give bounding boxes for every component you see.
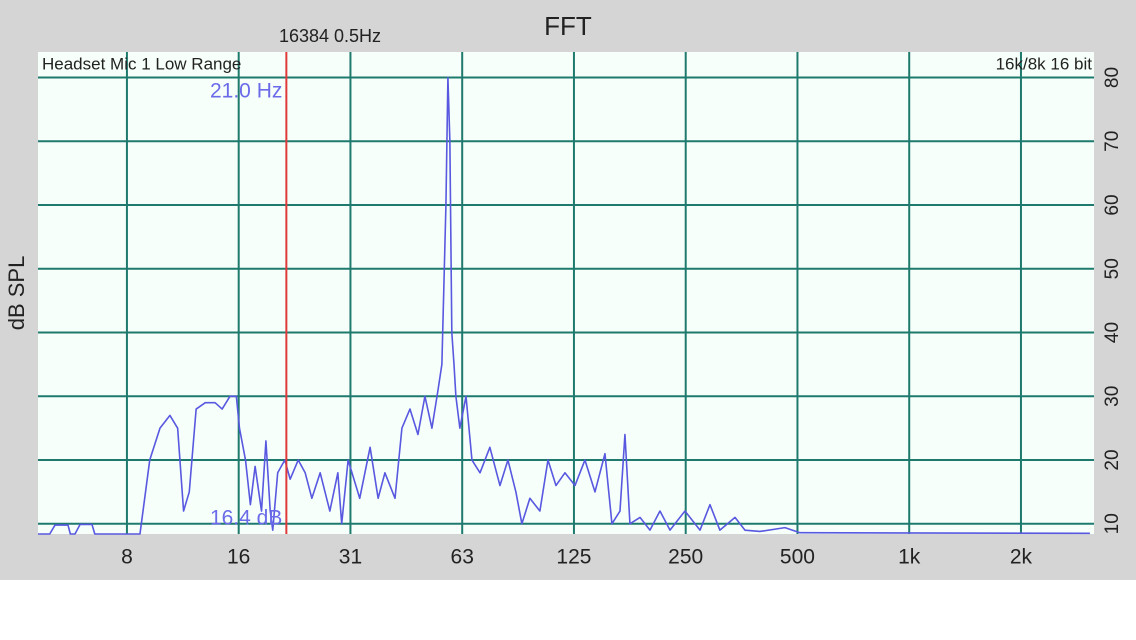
y-tick-label: 60 bbox=[1102, 194, 1123, 215]
chart-title: FFT bbox=[544, 11, 592, 41]
y-tick-label: 80 bbox=[1102, 67, 1123, 88]
x-tick-label: 63 bbox=[451, 546, 474, 569]
y-tick-label: 50 bbox=[1102, 258, 1123, 279]
cursor-level: 16.4 dB bbox=[210, 507, 282, 530]
x-tick-label: 8 bbox=[121, 546, 133, 569]
spectrum-line bbox=[38, 76, 1090, 535]
x-tick-label: 16 bbox=[227, 546, 250, 569]
fft-settings: 16384 0.5Hz bbox=[279, 26, 381, 46]
x-tick-label: 125 bbox=[556, 546, 591, 569]
marks: 21.0 Hz 16.4 dB bbox=[38, 52, 1090, 535]
y-tick-label: 40 bbox=[1102, 322, 1123, 343]
x-tick-label: 31 bbox=[339, 546, 362, 569]
y-tick-label: 70 bbox=[1102, 131, 1123, 152]
y-tick-label: 10 bbox=[1102, 513, 1123, 534]
x-tick-label: 250 bbox=[668, 546, 703, 569]
cursor-frequency: 21.0 Hz bbox=[210, 80, 282, 103]
source-label: Headset Mic 1 Low Range bbox=[42, 54, 241, 73]
y-tick-label: 30 bbox=[1102, 386, 1123, 407]
format-label: 16k/8k 16 bit bbox=[996, 54, 1093, 73]
x-tick-label: 500 bbox=[780, 546, 815, 569]
y-axis-label: dB SPL bbox=[4, 256, 29, 331]
grid bbox=[38, 52, 1094, 534]
y-tick-label: 20 bbox=[1102, 449, 1123, 470]
x-tick-label: 1k bbox=[898, 546, 921, 569]
x-tick-label: 2k bbox=[1010, 546, 1033, 569]
plot-background bbox=[38, 52, 1094, 534]
